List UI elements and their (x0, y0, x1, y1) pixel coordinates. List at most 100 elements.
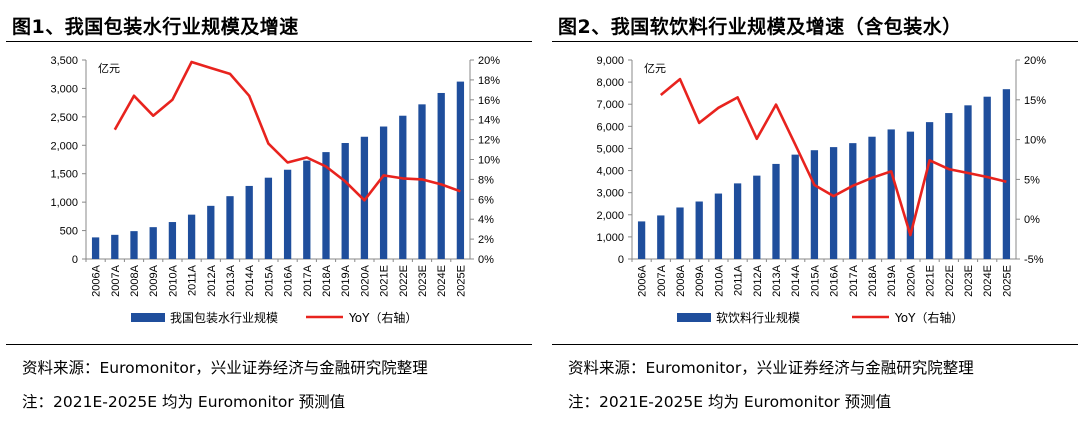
source-rule (6, 344, 532, 345)
right-tick-label: -5% (1024, 254, 1044, 266)
bar (379, 126, 388, 259)
bar (264, 177, 273, 259)
left-tick-label: 2,000 (596, 210, 624, 222)
forecast-note: 注：2021E-2025E 均为 Euromonitor 预测值 (22, 393, 346, 411)
bar (714, 193, 723, 259)
title-rule (6, 41, 532, 42)
x-tick-label: 2007A (656, 264, 668, 296)
bar (456, 81, 465, 259)
x-tick-label: 2016A (829, 264, 841, 296)
bar (168, 222, 177, 259)
bar (733, 183, 742, 259)
bar (964, 105, 972, 259)
x-tick-label: 2021E (379, 265, 391, 297)
bar (945, 113, 953, 259)
right-tick-label: 15% (1024, 95, 1046, 107)
x-tick-label: 2012A (206, 264, 218, 296)
legend-bar-label: 软饮料行业规模 (716, 310, 800, 325)
left-tick-label: 500 (60, 226, 78, 238)
right-tick-label: 6% (478, 194, 494, 206)
source-note: 资料来源：Euromonitor，兴业证券经济与金融研究院整理 (568, 359, 974, 377)
bar (303, 160, 311, 259)
x-tick-label: 2016A (283, 264, 295, 296)
source-note: 资料来源：Euromonitor，兴业证券经济与金融研究院整理 (22, 359, 428, 377)
bar (245, 185, 253, 259)
bar (226, 196, 234, 259)
x-tick-label: 2025E (1001, 265, 1013, 297)
bar (399, 115, 407, 259)
bar (207, 205, 215, 259)
right-tick-label: 4% (478, 214, 494, 226)
right-tick-label: 12% (478, 135, 500, 147)
x-tick-label: 2020A (905, 264, 917, 296)
right-tick-label: 8% (478, 174, 494, 186)
left-tick-label: 9,000 (596, 55, 624, 67)
left-tick-label: 8,000 (596, 77, 624, 89)
x-tick-label: 2024E (982, 265, 994, 297)
bar (360, 136, 369, 259)
x-tick-label: 2018A (321, 264, 333, 296)
bar (322, 152, 330, 259)
x-tick-label: 2021E (925, 265, 937, 297)
legend-bar-swatch (131, 313, 165, 322)
x-tick-label: 2006A (91, 264, 103, 296)
x-tick-label: 2015A (809, 264, 821, 296)
x-tick-label: 2017A (302, 264, 314, 296)
bar (676, 207, 684, 259)
left-tick-label: 2,500 (50, 112, 78, 124)
x-tick-label: 2007A (110, 264, 122, 296)
left-tick-label: 3,000 (50, 83, 78, 95)
bar (887, 129, 895, 259)
right-tick-label: 10% (478, 155, 500, 167)
left-tick-label: 0 (618, 254, 624, 266)
bar (868, 136, 876, 259)
x-tick-label: 2014A (244, 264, 256, 296)
bar (437, 92, 445, 259)
right-tick-label: 20% (478, 55, 500, 67)
bar (637, 221, 646, 259)
left-tick-label: 1,000 (596, 232, 624, 244)
left-tick-label: 3,000 (596, 188, 624, 200)
x-tick-label: 2006A (637, 264, 649, 296)
x-tick-label: 2018A (867, 264, 879, 296)
bar (149, 227, 157, 259)
left-tick-label: 5,000 (596, 143, 624, 155)
x-tick-label: 2019A (340, 264, 352, 296)
bar (810, 150, 819, 259)
right-tick-label: 2% (478, 234, 494, 246)
bar (341, 143, 349, 259)
right-tick-label: 0% (1024, 214, 1040, 226)
x-tick-label: 2022E (944, 265, 956, 297)
figure-1-panel: 图1、我国包装水行业规模及增速 0 500 1,000 1,500 2,000 2,500… (6, 0, 538, 442)
right-tick-label: 18% (478, 75, 500, 87)
left-tick-label: 0 (72, 254, 78, 266)
x-tick-label: 2008A (129, 264, 141, 296)
x-tick-label: 2022E (398, 265, 410, 297)
bar (829, 147, 838, 259)
unit-label: 亿元 (644, 62, 666, 75)
x-tick-label: 2013A (771, 264, 783, 296)
x-tick-label: 2009A (694, 264, 706, 296)
left-tick-label: 3,500 (50, 55, 78, 67)
left-tick-label: 1,500 (50, 169, 78, 181)
legend-line-label: YoY（右轴） (894, 310, 963, 325)
bar (91, 237, 100, 259)
right-tick-label: 20% (1024, 55, 1046, 67)
x-tick-label: 2017A (848, 264, 860, 296)
figure-title: 图1、我国包装水行业规模及增速 (12, 16, 299, 38)
x-tick-label: 2023E (417, 265, 429, 297)
left-tick-label: 4,000 (596, 166, 624, 178)
yoy-line (659, 77, 1007, 237)
x-tick-label: 2010A (167, 264, 179, 296)
left-tick-label: 6,000 (596, 121, 624, 133)
figure-2-panel: 图2、我国软饮料行业规模及增速（含包装水） 0 1,000 2,000 3,000 4,… (552, 0, 1084, 442)
source-rule (552, 344, 1078, 345)
legend-bar-label: 我国包装水行业规模 (170, 310, 278, 325)
x-tick-label: 2023E (963, 265, 975, 297)
right-tick-label: 0% (478, 254, 494, 266)
bar (283, 169, 292, 259)
right-tick-label: 14% (478, 115, 500, 127)
bar (772, 163, 780, 259)
bar (187, 214, 196, 259)
x-tick-label: 2025E (455, 265, 467, 297)
